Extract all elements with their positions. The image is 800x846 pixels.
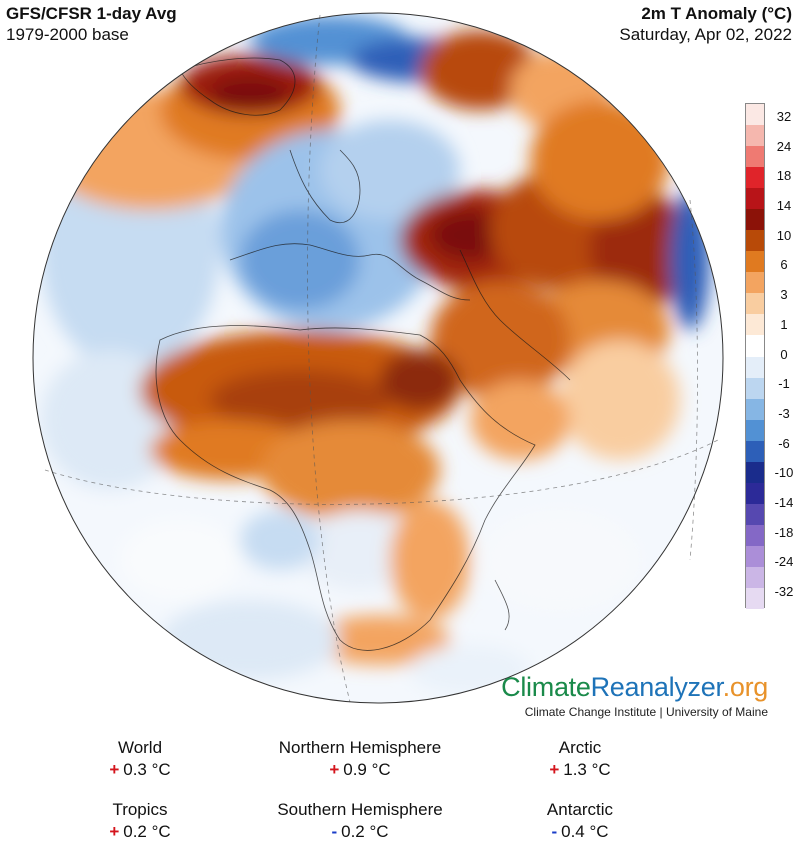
stat-value: 0.9 °C bbox=[343, 760, 391, 779]
color-scale-swatch bbox=[746, 125, 764, 147]
color-scale-label: 6 bbox=[780, 257, 788, 273]
brand-logo-text: ClimateReanalyzer.org bbox=[501, 672, 768, 702]
color-scale-swatch bbox=[746, 146, 764, 168]
stat-southern-hemisphere: Southern Hemisphere -0.2 °C bbox=[240, 799, 480, 843]
color-scale-swatch bbox=[746, 356, 764, 379]
stat-antarctic: Antarctic -0.4 °C bbox=[460, 799, 700, 843]
variable-title: 2m T Anomaly (°C) bbox=[641, 4, 792, 23]
color-scale-label: -18 bbox=[774, 524, 794, 540]
stat-sign: + bbox=[329, 760, 340, 779]
stat-label: Southern Hemisphere bbox=[277, 800, 443, 819]
map-title-block: GFS/CFSR 1-day Avg 1979-2000 base bbox=[6, 3, 177, 45]
color-scale-swatch bbox=[746, 440, 764, 463]
coastlines bbox=[155, 57, 571, 651]
stat-arctic: Arctic +1.3 °C bbox=[460, 737, 700, 781]
stat-sign: - bbox=[551, 822, 558, 841]
brand-block: ClimateReanalyzer.org Climate Change Ins… bbox=[501, 672, 768, 720]
stat-sign: + bbox=[109, 760, 120, 779]
color-scale-swatch bbox=[746, 398, 764, 421]
color-scale-label: -32 bbox=[774, 584, 794, 599]
color-scale-bar bbox=[745, 103, 765, 610]
stat-value: 1.3 °C bbox=[563, 760, 611, 779]
stat-value: 0.2 °C bbox=[123, 822, 171, 841]
color-scale-label: 3 bbox=[780, 287, 788, 303]
stat-sign: + bbox=[109, 822, 120, 841]
color-scale-label: -6 bbox=[778, 435, 790, 451]
color-scale-swatch bbox=[746, 566, 764, 589]
color-scale-label: 18 bbox=[776, 168, 792, 184]
color-scale-swatch bbox=[746, 587, 764, 610]
stat-tropics: Tropics +0.2 °C bbox=[20, 799, 260, 843]
color-scale-swatch bbox=[746, 104, 764, 126]
color-scale-swatch bbox=[746, 503, 764, 526]
stat-label: Antarctic bbox=[546, 800, 614, 819]
stat-northern-hemisphere: Northern Hemisphere +0.9 °C bbox=[240, 737, 480, 781]
color-scale-swatch bbox=[746, 482, 764, 505]
color-scale-label: 1 bbox=[780, 316, 788, 332]
color-scale-swatch bbox=[746, 545, 764, 568]
color-scale-label: 32 bbox=[776, 109, 792, 124]
map-title: GFS/CFSR 1-day Avg bbox=[6, 4, 177, 23]
color-scale-swatch bbox=[746, 209, 764, 231]
color-scale-swatch bbox=[746, 419, 764, 442]
stat-value: 0.4 °C bbox=[561, 822, 609, 841]
globe-outline bbox=[32, 12, 724, 704]
brand-subline: Climate Change Institute | University of… bbox=[524, 705, 768, 719]
color-scale-label: 10 bbox=[776, 227, 792, 243]
color-scale-swatch bbox=[746, 293, 764, 315]
color-scale-swatch bbox=[746, 524, 764, 547]
color-scale-label: 14 bbox=[776, 198, 792, 214]
color-scale-label: -3 bbox=[778, 405, 790, 421]
color-scale-label: 0 bbox=[780, 346, 788, 362]
stat-label: Northern Hemisphere bbox=[278, 738, 442, 757]
color-scale-swatch bbox=[746, 251, 764, 273]
stat-value: 0.2 °C bbox=[341, 822, 389, 841]
stat-label: World bbox=[117, 738, 163, 757]
color-scale-label: -10 bbox=[774, 465, 794, 481]
color-scale-label: -1 bbox=[778, 376, 790, 392]
map-subtitle: 1979-2000 base bbox=[6, 25, 129, 44]
color-scale-swatch bbox=[746, 272, 764, 294]
variable-title-block: 2m T Anomaly (°C) Saturday, Apr 02, 2022 bbox=[619, 3, 792, 45]
stat-label: Tropics bbox=[112, 800, 168, 819]
map-date: Saturday, Apr 02, 2022 bbox=[619, 25, 792, 44]
color-scale-swatch bbox=[746, 188, 764, 210]
stat-world: World +0.3 °C bbox=[20, 737, 260, 781]
graticule bbox=[44, 14, 719, 703]
stat-label: Arctic bbox=[558, 738, 602, 757]
color-scale-swatch bbox=[746, 377, 764, 400]
stat-sign: - bbox=[331, 822, 338, 841]
stat-value: 0.3 °C bbox=[123, 760, 171, 779]
color-scale-label: 24 bbox=[776, 138, 792, 154]
stat-sign: + bbox=[549, 760, 560, 779]
anomaly-field bbox=[40, 15, 710, 695]
color-scale-swatch bbox=[746, 335, 764, 357]
color-scale-swatch bbox=[746, 230, 764, 252]
color-scale-label: -14 bbox=[774, 494, 794, 510]
color-scale-swatch bbox=[746, 167, 764, 189]
color-scale-swatch bbox=[746, 314, 764, 336]
color-scale-swatch bbox=[746, 461, 764, 484]
color-scale-label: -24 bbox=[774, 554, 794, 570]
